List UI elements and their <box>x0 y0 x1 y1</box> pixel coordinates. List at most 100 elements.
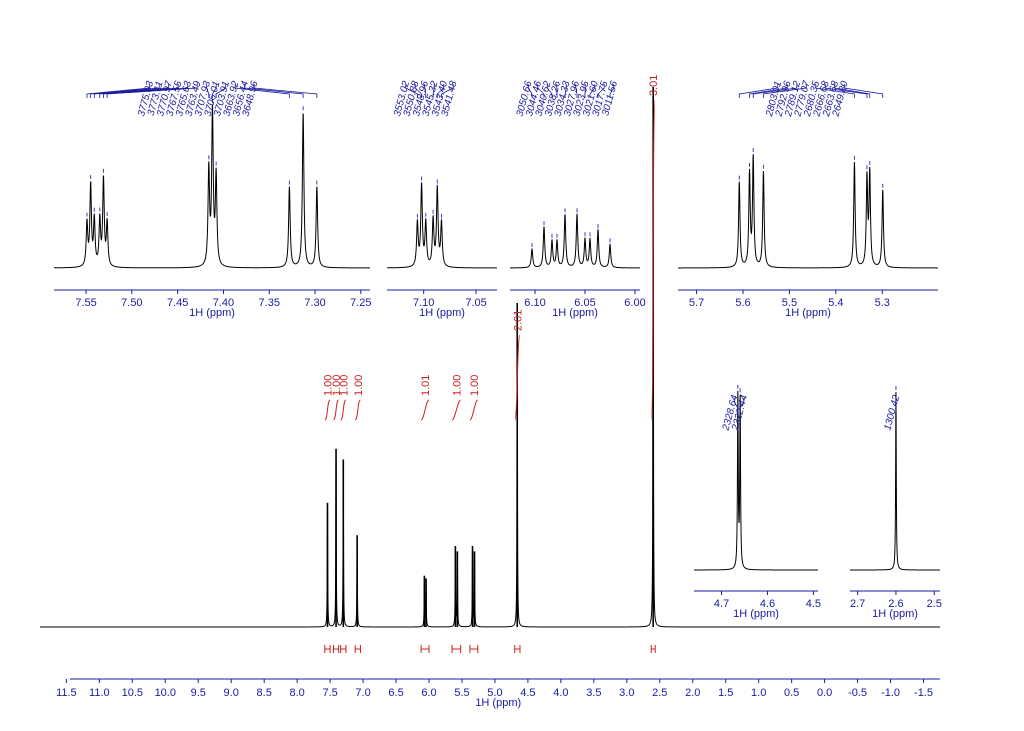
peak-label: 1300.42 <box>882 394 902 432</box>
peak-label-connector <box>212 84 217 98</box>
integral-value: 1.00 <box>451 375 463 396</box>
main-x-tick-label: 1.5 <box>718 687 733 699</box>
integral-value: 2.01 <box>512 310 524 331</box>
integral-curve <box>420 399 430 421</box>
peak-label-connector <box>537 84 545 98</box>
main-x-tick-label: 4.0 <box>553 687 568 699</box>
peak-label-connector <box>234 84 290 98</box>
inset-x-axis-label: 1H (ppm) <box>552 307 598 319</box>
inset-trace <box>387 182 497 269</box>
integral-value: 1.00 <box>338 375 350 396</box>
inset-x-tick-label: 6.00 <box>624 297 645 309</box>
peak-label-connector <box>739 398 745 412</box>
inset-h260: 1300.42 2.7 2.6 2.5 1H (ppm) <box>850 386 942 620</box>
inset-trace <box>53 104 370 269</box>
inset-expansions: 3775.033773.113770.973767.553765.633763.… <box>53 80 942 620</box>
main-x-tick-label: 10.5 <box>122 687 143 699</box>
main-x-tick-label: -1.0 <box>881 687 900 699</box>
inset-trace <box>694 390 818 571</box>
peak-label-connector <box>106 84 198 98</box>
inset-trace <box>850 391 940 571</box>
integral-value: 3.01 <box>648 75 660 96</box>
main-x-tick-label: 9.5 <box>191 687 206 699</box>
inset-x-tick-label: 2.7 <box>850 598 865 610</box>
integral-value: 1.00 <box>322 375 334 396</box>
peak-label-connector <box>749 84 788 98</box>
integral-curve <box>650 99 656 421</box>
main-x-tick-label: 8.0 <box>289 687 304 699</box>
inset-x-axis-label: 1H (ppm) <box>733 608 779 620</box>
peak-label-connector <box>609 84 615 98</box>
integral-curve <box>451 399 462 421</box>
main-x-tick-label: 7.5 <box>322 687 337 699</box>
peak-label-connector <box>103 84 189 98</box>
main-x-tick-label: 6.5 <box>388 687 403 699</box>
inset-x-tick-label: 7.05 <box>465 297 486 309</box>
main-x-tick-label: -0.5 <box>848 687 867 699</box>
main-x-tick-label: 3.5 <box>586 687 601 699</box>
inset-h545: 2803.012792.962789.122779.072680.352666.… <box>678 80 938 319</box>
main-x-tick-label: 7.0 <box>355 687 370 699</box>
main-x-tick-label: 11.5 <box>56 687 77 699</box>
main-x-tick-label: 6.0 <box>421 687 436 699</box>
main-x-tick-label: 4.5 <box>520 687 535 699</box>
inset-h710: 3553.023550.883548.963545.323543.403541.… <box>387 80 497 319</box>
peak-label-connector <box>244 84 304 98</box>
peak-label-connector <box>414 84 422 98</box>
integral-value: 1.00 <box>331 375 343 396</box>
inset-x-tick-label: 4.7 <box>714 598 729 610</box>
inset-x-axis-label: 1H (ppm) <box>419 307 465 319</box>
main-x-tick-label: 9.0 <box>224 687 239 699</box>
main-x-tick-label: 0.5 <box>784 687 799 699</box>
peak-label-connector <box>441 84 454 98</box>
inset-x-tick-label: 7.30 <box>304 297 325 309</box>
inset-x-tick-label: 2.6 <box>888 598 903 610</box>
inset-h605: 3050.663044.463040.623038.263034.333027.… <box>510 80 646 319</box>
peak-label-connector <box>86 84 151 98</box>
integral-curve <box>324 399 331 421</box>
inset-x-axis-label: 1H (ppm) <box>189 307 235 319</box>
inset-trace <box>678 154 938 269</box>
main-x-tick-label: 8.5 <box>257 687 272 699</box>
inset-x-tick-label: 7.55 <box>75 297 96 309</box>
peak-label-connector <box>424 84 427 98</box>
peak-label-connector <box>405 84 418 98</box>
peak-label-connector <box>527 84 533 98</box>
peak-label-connector <box>93 84 170 98</box>
inset-x-tick-label: 5.3 <box>875 297 890 309</box>
peak-label-connector <box>253 84 318 98</box>
integral-curve <box>340 399 347 421</box>
peak-label-connector <box>436 84 445 98</box>
peak-label-connector <box>843 84 884 98</box>
integral-curve <box>332 399 340 421</box>
inset-x-tick-label: 7.40 <box>213 297 234 309</box>
inset-x-tick-label: 4.5 <box>806 598 821 610</box>
integral-curve <box>514 334 521 421</box>
peak-label-connector <box>763 84 807 98</box>
peak-label-connector <box>432 84 435 98</box>
peak-label-connector <box>206 84 210 98</box>
inset-x-tick-label: 7.10 <box>413 297 434 309</box>
main-x-tick-label: 5.0 <box>487 687 502 699</box>
inset-x-tick-label: 7.35 <box>259 297 280 309</box>
peak-label-connector <box>215 84 227 98</box>
inset-x-tick-label: 2.5 <box>927 598 942 610</box>
integral-value: 1.01 <box>420 375 432 396</box>
inset-trace <box>510 213 640 269</box>
inset-x-tick-label: 6.05 <box>574 297 595 309</box>
inset-x-tick-label: 5.6 <box>735 297 750 309</box>
peak-label-connector <box>575 84 578 98</box>
main-x-tick-label: 2.5 <box>652 687 667 699</box>
inset-x-tick-label: 5.4 <box>828 297 843 309</box>
integral-curve <box>354 399 361 421</box>
peak-label-connector <box>546 84 553 98</box>
main-x-tick-label: 10.0 <box>155 687 176 699</box>
peak-label-connector <box>834 84 871 98</box>
main-x-tick-label: 1.0 <box>751 687 766 699</box>
main-x-tick-label: 2.0 <box>685 687 700 699</box>
peak-label-connector <box>597 84 605 98</box>
peak-label-connector <box>738 84 779 98</box>
peak-label-connector <box>564 84 567 98</box>
